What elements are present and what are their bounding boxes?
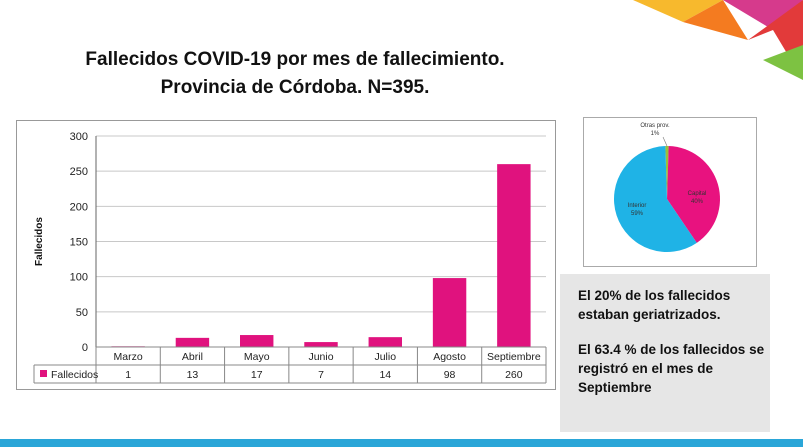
pie-label-capital: Capital	[688, 191, 707, 197]
y-tick-label: 250	[70, 166, 88, 178]
legend-label: Fallecidos	[51, 369, 98, 381]
pie-value-interior: 59%	[631, 211, 644, 217]
decorative-corner	[633, 0, 803, 80]
bar-chart: 0 50 100 150 200 250 300 Fallecidos Marzo 1 Abril 1…	[16, 120, 556, 390]
pie-slice-capital	[667, 146, 720, 243]
y-tick-label: 200	[70, 201, 88, 213]
y-axis-label: Fallecidos	[34, 217, 45, 266]
x-tick-label: Marzo	[114, 351, 143, 363]
table-value: 7	[318, 369, 324, 381]
table-value: 17	[251, 369, 263, 381]
x-tick-label: Abril	[182, 351, 203, 363]
corner-triangle-yellow	[633, 0, 723, 22]
pie-leader-line	[662, 136, 668, 147]
pie-value-other: 1%	[651, 131, 660, 137]
pie-slice-interior	[614, 146, 697, 253]
title-line-1: Fallecidos COVID-19 por mes de fallecimi…	[85, 49, 505, 70]
y-tick-label: 0	[82, 342, 88, 354]
notes-box: El 20% de los fallecidos estaban geriatr…	[560, 274, 770, 432]
table-value: 13	[187, 369, 199, 381]
bar-agosto	[432, 278, 467, 347]
y-tick-label: 300	[70, 131, 88, 143]
chart-frame	[16, 120, 556, 390]
pie-chart: Capital 40% Interior 59% Otras prov. 1%	[583, 117, 757, 267]
pie-slice-otrasprov	[665, 146, 669, 199]
title-line-2: Provincia de Córdoba. N=395.	[160, 77, 430, 98]
bar-junio	[304, 342, 338, 347]
corner-triangle-pink	[723, 0, 803, 30]
x-tick-label: Julio	[374, 351, 396, 363]
x-tick-label: Agosto	[433, 351, 466, 363]
corner-triangle-green	[763, 45, 803, 80]
table-value: 1	[125, 369, 131, 381]
slide-title: Fallecidos COVID-19 por mes de fallecimi…	[0, 46, 590, 102]
x-tick-label: Mayo	[244, 351, 270, 363]
corner-triangle-orange	[683, 0, 748, 40]
y-tick-label: 50	[76, 307, 88, 319]
table-value: 14	[379, 369, 391, 381]
x-tick-label: Junio	[308, 351, 333, 363]
note-geriatric: El 20% de los fallecidos estaban geriatr…	[578, 288, 731, 322]
corner-triangle-red	[748, 0, 803, 80]
x-tick-label: Septiembre	[487, 351, 541, 363]
legend-key	[40, 370, 47, 377]
note-september: El 63.4 % de los fallecidos se registró …	[578, 342, 765, 395]
bar-julio	[368, 337, 402, 347]
bar-abril	[175, 337, 210, 347]
pie-label-interior: Interior	[628, 203, 647, 209]
pie-value-capital: 40%	[691, 199, 704, 205]
y-tick-label: 100	[70, 272, 88, 284]
table-value: 260	[505, 369, 523, 381]
table-value: 98	[444, 369, 456, 381]
y-tick-label: 150	[70, 237, 88, 249]
pie-label-other: Otras prov.	[640, 123, 670, 129]
bar-mayo	[240, 335, 274, 347]
bottom-stripe	[0, 439, 803, 447]
bar-septiembre	[497, 164, 531, 347]
